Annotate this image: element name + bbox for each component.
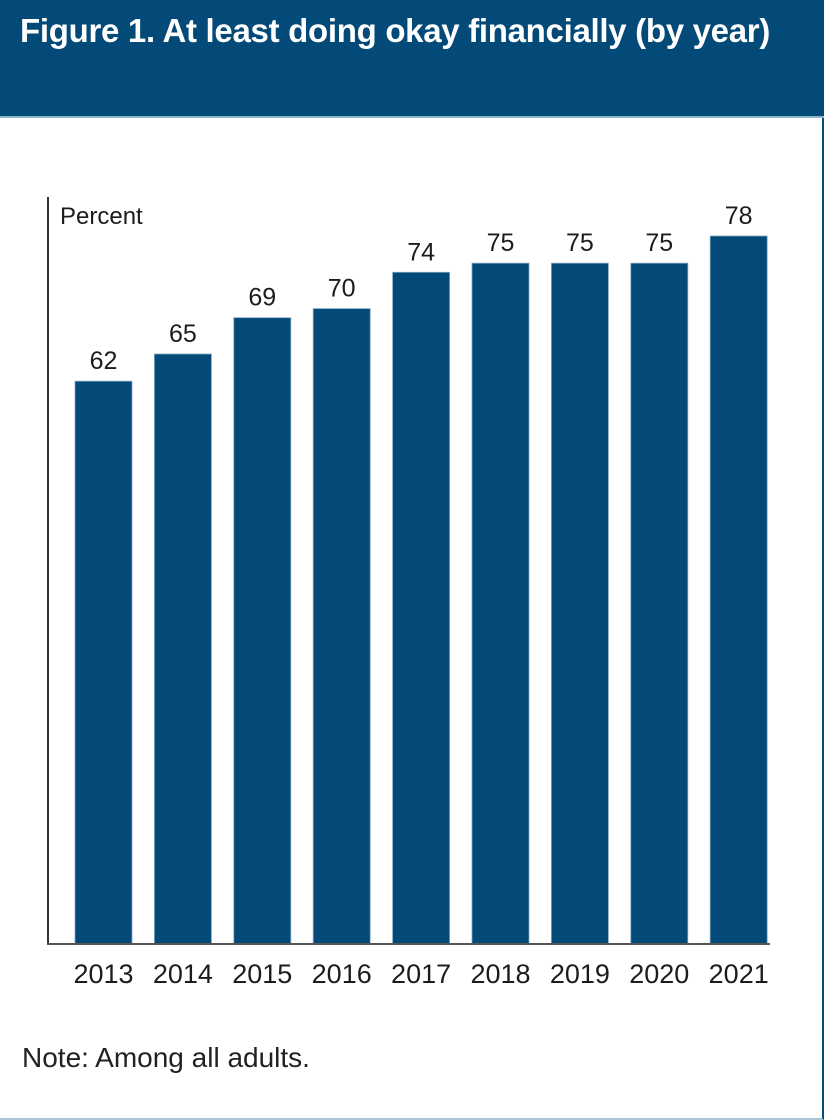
bar-2013: [74, 380, 133, 945]
bar-2019: [551, 262, 609, 945]
data-label-2021: 78: [725, 202, 753, 230]
y-axis-label: Percent: [60, 203, 143, 230]
bar-2018: [471, 262, 530, 945]
bar-2017: [392, 271, 451, 945]
x-tick-label-2019: 2019: [550, 959, 610, 989]
x-tick-label-2021: 2021: [709, 959, 769, 989]
bar-2021: [709, 235, 768, 945]
x-tick-label-2016: 2016: [312, 959, 372, 989]
x-tick-label-2014: 2014: [153, 959, 213, 989]
data-label-2014: 65: [169, 320, 197, 348]
data-label-2019: 75: [566, 229, 594, 257]
data-label-2017: 74: [407, 238, 435, 266]
figure-note: Note: Among all adults.: [22, 1042, 310, 1073]
bar-2020: [630, 262, 689, 945]
x-tick-label-2013: 2013: [73, 959, 133, 989]
figure-title: Figure 1. At least doing okay financiall…: [20, 12, 771, 49]
labels-layer: 62 2013 65 2014 69 2015 70 2016 74 2017 75 2018 75 20…: [73, 202, 768, 989]
data-label-2020: 75: [645, 229, 673, 257]
bar-2014: [153, 353, 212, 945]
bar-2015: [233, 317, 292, 945]
data-label-2018: 75: [487, 229, 515, 257]
data-label-2013: 62: [90, 347, 118, 375]
data-label-2016: 70: [328, 275, 356, 303]
x-tick-label-2020: 2020: [629, 959, 689, 989]
data-label-2015: 69: [248, 284, 276, 312]
x-tick-label-2015: 2015: [232, 959, 292, 989]
bars-layer: [74, 235, 768, 945]
figure-header: Figure 1. At least doing okay financiall…: [0, 0, 824, 118]
bar-2016: [312, 308, 371, 945]
x-tick-label-2017: 2017: [391, 959, 451, 989]
x-tick-label-2018: 2018: [470, 959, 530, 989]
